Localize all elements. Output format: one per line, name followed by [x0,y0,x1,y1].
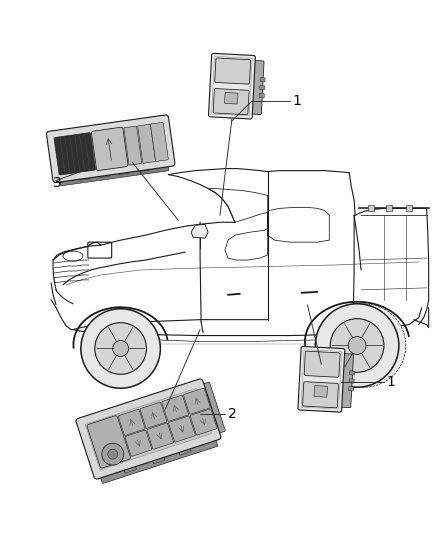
Bar [79,172,90,180]
FancyBboxPatch shape [249,60,264,115]
FancyBboxPatch shape [213,88,249,115]
FancyBboxPatch shape [198,382,225,434]
Bar [368,205,374,212]
Polygon shape [191,224,208,238]
FancyBboxPatch shape [169,416,195,442]
Bar [177,444,191,455]
FancyBboxPatch shape [92,127,128,171]
FancyBboxPatch shape [190,409,217,435]
Bar [151,453,165,464]
Text: 3: 3 [53,175,62,190]
Text: 1: 1 [293,94,301,108]
Bar [350,371,355,375]
Circle shape [108,449,118,459]
Bar [118,166,129,175]
Bar [138,164,149,172]
Circle shape [81,309,160,388]
FancyBboxPatch shape [314,385,328,397]
FancyBboxPatch shape [151,123,168,161]
Circle shape [330,319,384,373]
Circle shape [322,304,406,387]
Circle shape [348,336,366,354]
FancyBboxPatch shape [147,423,173,449]
FancyBboxPatch shape [298,346,345,412]
FancyBboxPatch shape [162,395,188,422]
Bar [406,205,412,212]
Bar [259,94,265,98]
FancyBboxPatch shape [215,58,251,84]
FancyBboxPatch shape [339,353,353,408]
FancyBboxPatch shape [124,126,142,165]
Circle shape [315,304,399,387]
FancyBboxPatch shape [85,389,212,470]
Bar [386,205,392,212]
Bar [349,379,354,383]
FancyBboxPatch shape [184,388,210,414]
FancyBboxPatch shape [140,402,167,429]
Circle shape [95,322,146,374]
FancyBboxPatch shape [225,93,238,104]
FancyBboxPatch shape [118,409,145,435]
FancyBboxPatch shape [46,115,175,182]
FancyBboxPatch shape [59,160,169,186]
FancyBboxPatch shape [99,435,218,483]
FancyBboxPatch shape [304,351,340,377]
Bar [260,86,265,90]
FancyBboxPatch shape [125,430,152,456]
Circle shape [102,443,124,465]
FancyBboxPatch shape [87,416,131,468]
Text: 2: 2 [228,407,237,421]
FancyBboxPatch shape [54,133,95,175]
Circle shape [113,341,129,357]
Bar [99,169,110,177]
Bar [260,78,265,82]
Bar [123,462,137,473]
FancyBboxPatch shape [76,379,221,479]
FancyBboxPatch shape [138,124,155,163]
FancyBboxPatch shape [303,382,339,408]
Text: 1: 1 [387,375,396,389]
FancyBboxPatch shape [208,53,255,119]
Bar [349,386,354,391]
